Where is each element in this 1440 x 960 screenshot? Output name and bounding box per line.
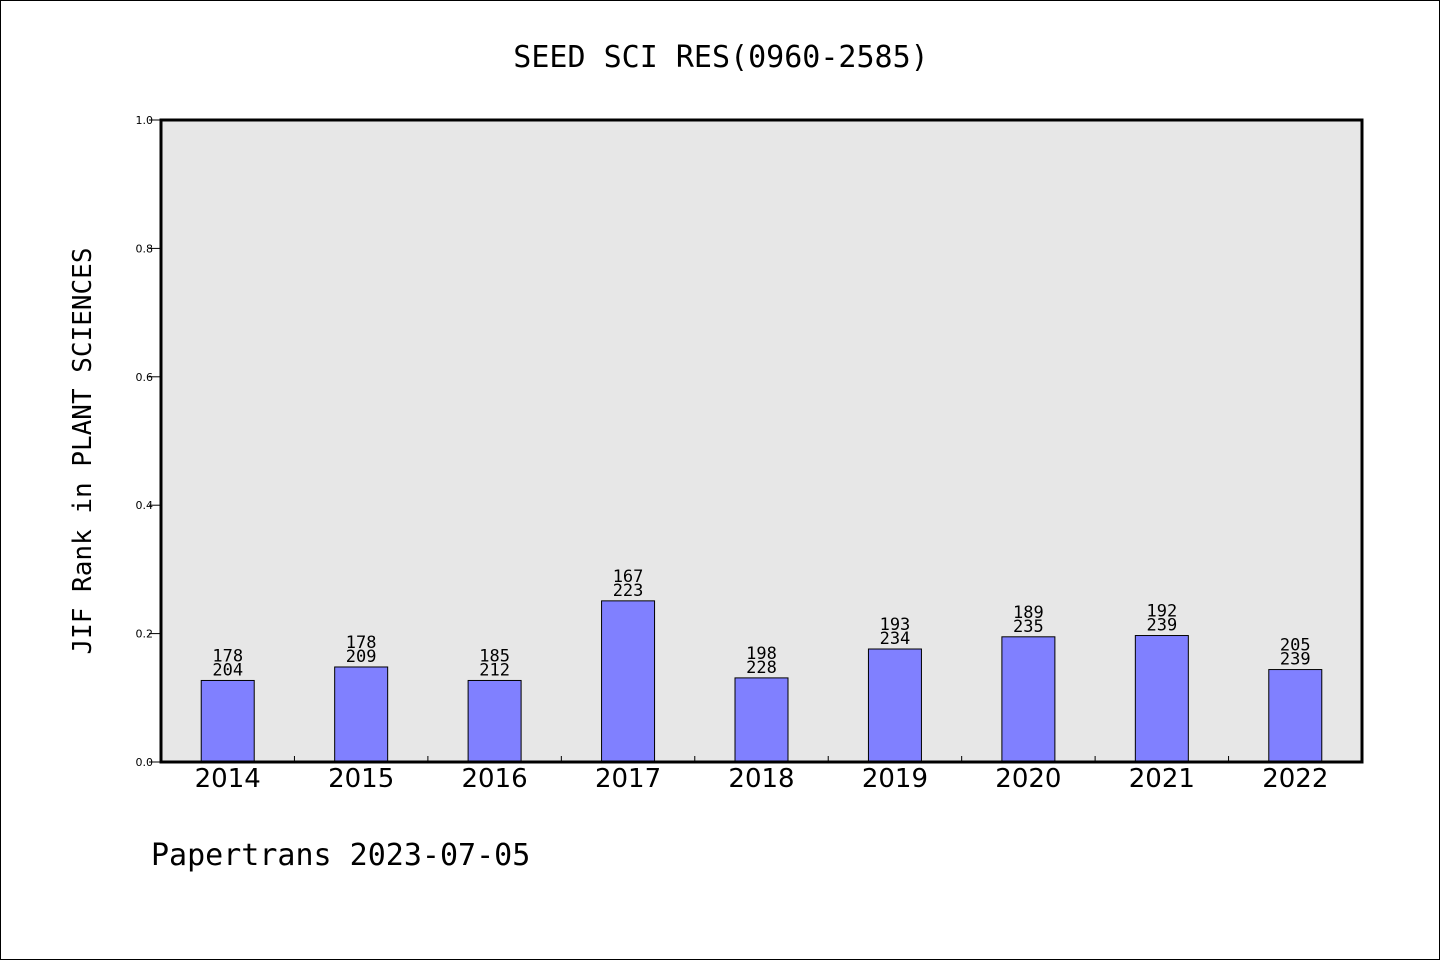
bar-total-label: 204 [212, 660, 243, 680]
bar-rank-label: 185 [479, 646, 510, 666]
bar-total-label: 234 [880, 629, 911, 649]
bar-rank-label: 167 [613, 567, 644, 587]
bar-2022 [1268, 669, 1323, 763]
bar-total-label: 223 [613, 581, 644, 601]
x-tick-label: 2017 [595, 764, 661, 794]
bar-rank-label: 198 [746, 644, 777, 664]
bar-total-label: 209 [346, 647, 377, 667]
bar-total-label: 212 [479, 660, 510, 680]
bar-rank-label: 193 [880, 615, 911, 635]
y-tick-label: 0.0 [136, 756, 154, 769]
bar-total-label: 239 [1280, 650, 1311, 670]
bar-2019 [867, 648, 922, 763]
x-tick-label: 2014 [195, 764, 261, 794]
bar-2017 [601, 600, 656, 763]
y-tick-label: 0.8 [136, 242, 154, 255]
bar-rank-label: 205 [1280, 636, 1311, 656]
y-tick-label: 0.6 [136, 371, 154, 384]
y-axis: 0.0 0.2 0.4 0.6 0.8 1.0 [136, 114, 161, 769]
bar-rank-label: 178 [212, 646, 243, 666]
bar-total-label: 228 [746, 658, 777, 678]
x-tick-label: 2021 [1129, 764, 1195, 794]
chart-title: SEED SCI RES(0960-2585) [513, 40, 928, 75]
footer-date-stamp: Papertrans 2023-07-05 [151, 838, 530, 873]
bar-rank-label: 192 [1146, 602, 1177, 622]
bar-rank-label: 178 [346, 633, 377, 653]
y-axis-label: JIF Rank in PLANT SCIENCES [68, 248, 98, 655]
x-tick-label: 2019 [862, 764, 928, 794]
y-tick-label: 0.4 [136, 499, 154, 512]
x-tick-label: 2020 [995, 764, 1061, 794]
bar-2014 [200, 679, 255, 763]
bar-rank-label: 189 [1013, 603, 1044, 623]
bar-total-label: 235 [1013, 617, 1044, 637]
bars-layer [200, 600, 1323, 763]
bar-2016 [467, 679, 522, 763]
x-axis: 2014 2015 2016 2017 2018 2019 2020 2021 2022 [195, 756, 1328, 794]
y-tick-label: 0.2 [136, 628, 154, 641]
x-tick-label: 2018 [728, 764, 794, 794]
bar-2020 [1001, 636, 1056, 763]
x-tick-label: 2015 [328, 764, 394, 794]
x-tick-label: 2016 [462, 764, 528, 794]
x-tick-label: 2022 [1262, 764, 1328, 794]
bar-2015 [334, 666, 389, 763]
bar-2021 [1134, 635, 1189, 763]
plot-frame [159, 118, 1364, 764]
bar-2018 [734, 677, 789, 763]
bar-total-label: 239 [1146, 616, 1177, 636]
y-tick-label: 1.0 [136, 114, 154, 127]
